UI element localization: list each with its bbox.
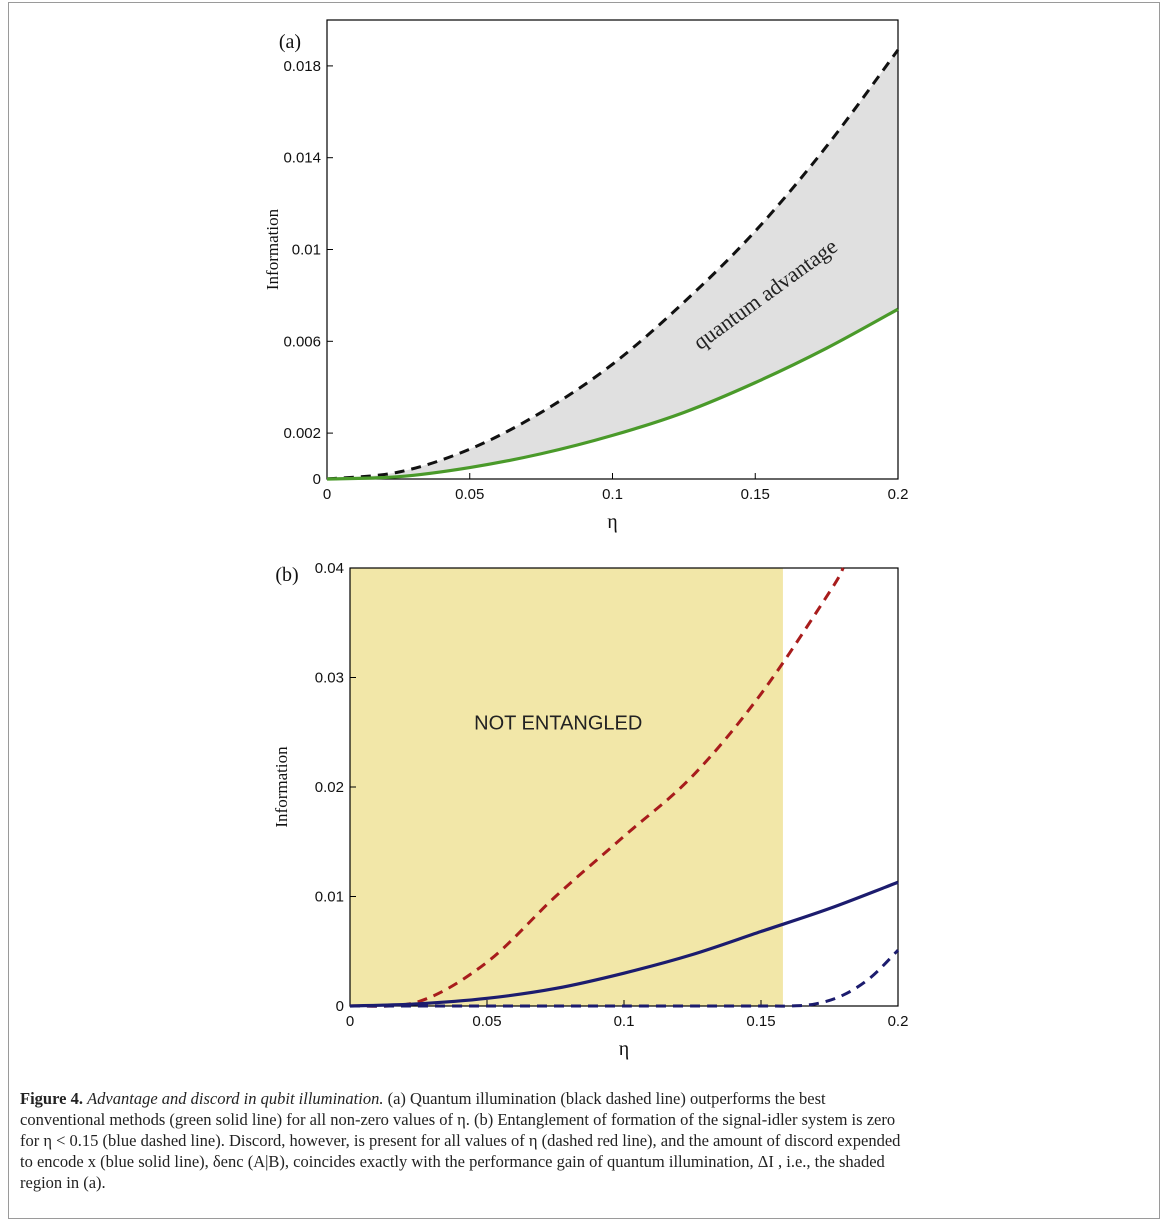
- figure-title: Advantage and discord in qubit illuminat…: [87, 1089, 384, 1108]
- series-line-2: [350, 949, 900, 1008]
- x-tick-label: 0: [346, 1013, 354, 1030]
- not-entangled-region: [350, 568, 783, 1006]
- panel-label: (b): [275, 564, 298, 586]
- x-axis-label: η: [619, 1038, 629, 1060]
- quantum-advantage-area: [327, 49, 898, 479]
- caption-line-4: to encode x (blue solid line), δenc (A|B…: [20, 1152, 885, 1171]
- x-tick-label: 0.15: [746, 1013, 775, 1030]
- series-line-1: [326, 307, 899, 481]
- x-axis-label: η: [607, 511, 617, 533]
- y-tick-label: 0.03: [315, 670, 344, 687]
- y-tick-label: 0.01: [292, 242, 321, 259]
- y-axis-label: Information: [272, 746, 291, 828]
- caption-line-1: Figure 4. Advantage and discord in qubit…: [20, 1088, 1150, 1109]
- y-tick-label: 0.04: [315, 560, 344, 577]
- caption-text-1: (a) Quantum illumination (black dashed l…: [387, 1089, 826, 1108]
- figure-charts: 0 0.05 0.1 0.15 0.2 0 0.002 0.006 0.01 0.014 0.018…: [263, 19, 909, 1060]
- caption-line-2: conventional methods (green solid line) …: [20, 1110, 896, 1129]
- x-tick-label: 0.2: [888, 486, 909, 503]
- series-line-0: [326, 48, 900, 481]
- x-tick-label: 0.1: [614, 1013, 635, 1030]
- y-tick-label: 0.002: [283, 425, 321, 442]
- x-tick-label: 0.05: [472, 1013, 501, 1030]
- panel-label: (a): [279, 31, 301, 53]
- x-tick-label: 0: [323, 486, 331, 503]
- y-tick-label: 0.014: [283, 150, 321, 167]
- y-tick-label: 0.02: [315, 779, 344, 796]
- figure-caption: Figure 4. Advantage and discord in qubit…: [20, 1088, 1150, 1193]
- caption-line-5: region in (a).: [20, 1173, 106, 1192]
- panel-b: 0 0.05 0.1 0.15 0.2 0 0.01 0.02 0.03 0.04 (b) η Info…: [272, 560, 908, 1060]
- x-tick-label: 0.1: [602, 486, 623, 503]
- figure-label: Figure 4.: [20, 1089, 83, 1108]
- y-tick-label: 0: [336, 998, 344, 1015]
- series-line-1: [349, 880, 899, 1008]
- y-tick-label: 0.006: [283, 333, 321, 350]
- caption-line-3: for η < 0.15 (blue dashed line). Discord…: [20, 1131, 901, 1150]
- not-entangled-label: NOT ENTANGLED: [474, 712, 642, 734]
- y-tick-label: 0.018: [283, 58, 321, 75]
- x-tick-label: 0.15: [741, 486, 770, 503]
- x-tick-label: 0.05: [455, 486, 484, 503]
- y-tick-label: 0: [313, 471, 321, 488]
- y-tick-label: 0.01: [315, 889, 344, 906]
- y-axis-label: Information: [263, 208, 282, 290]
- panel-a: 0 0.05 0.1 0.15 0.2 0 0.002 0.006 0.01 0.014 0.018…: [263, 19, 909, 533]
- x-tick-label: 0.2: [888, 1013, 909, 1030]
